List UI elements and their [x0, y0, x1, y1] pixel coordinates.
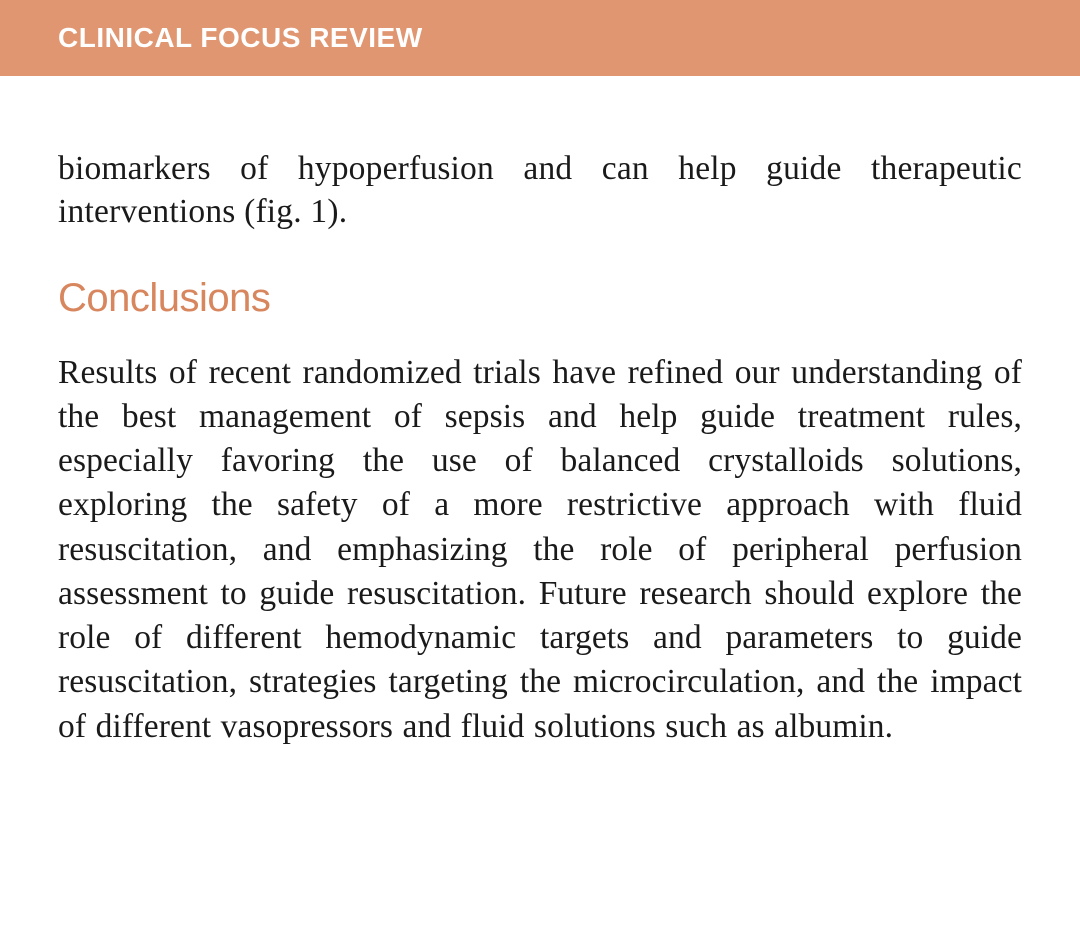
header-title: CLINICAL FOCUS REVIEW — [58, 22, 1080, 54]
section-heading-conclusions: Conclusions — [58, 276, 1022, 321]
header-band: CLINICAL FOCUS REVIEW — [0, 0, 1080, 76]
body-paragraph: Results of recent randomized trials have… — [58, 351, 1022, 749]
content-area: biomarkers of hypoperfusion and can help… — [0, 76, 1080, 749]
intro-paragraph: biomarkers of hypoperfusion and can help… — [58, 148, 1022, 234]
